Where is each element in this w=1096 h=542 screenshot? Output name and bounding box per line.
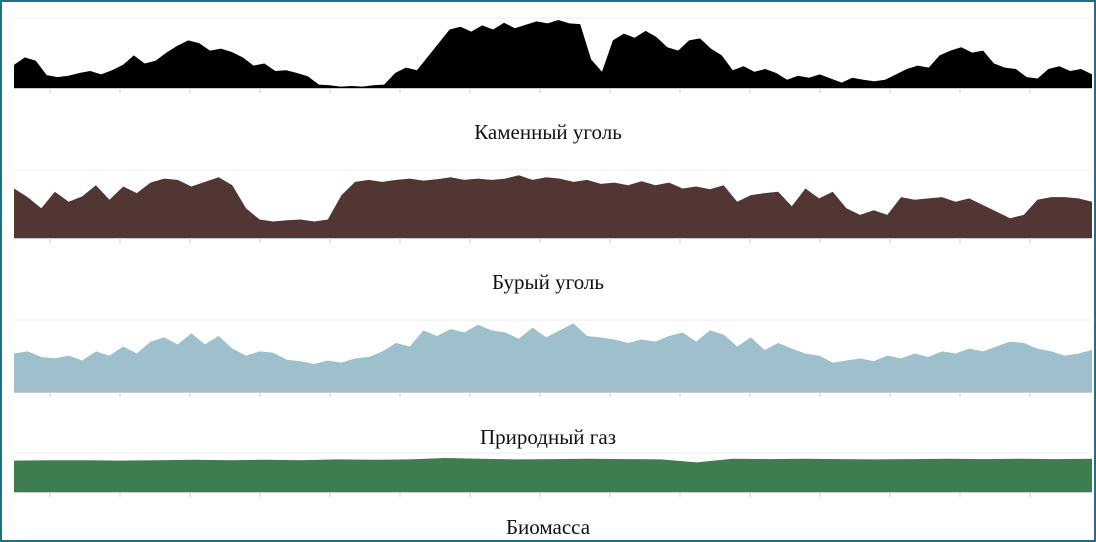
area-series-natural-gas (14, 323, 1092, 392)
chart-title-biomass: Биомасса (505, 515, 591, 539)
area-series-brown-coal (14, 175, 1092, 238)
area-series-hard-coal (14, 20, 1092, 88)
chart-panel-brown-coal (14, 169, 1092, 243)
area-series-biomass (14, 458, 1092, 492)
chart-title-natural-gas: Природный газ (479, 425, 617, 449)
chart-panel-hard-coal (14, 17, 1092, 93)
chart-title-brown-coal: Бурый уголь (491, 270, 604, 294)
chart-title-hard-coal: Каменный уголь (474, 120, 622, 144)
chart-panel-biomass (14, 452, 1092, 497)
chart-panel-natural-gas (14, 319, 1092, 397)
